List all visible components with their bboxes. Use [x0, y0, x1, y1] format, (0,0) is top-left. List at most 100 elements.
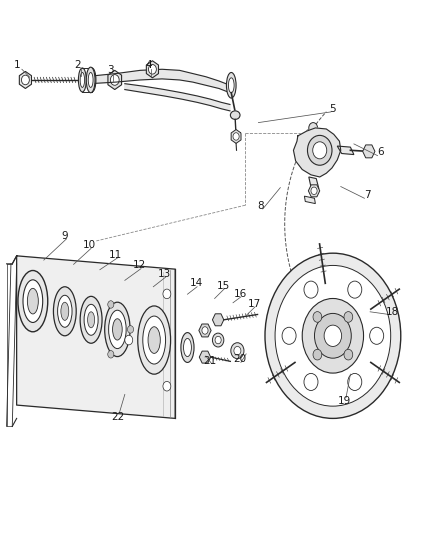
Polygon shape	[19, 71, 32, 88]
Polygon shape	[308, 185, 320, 197]
Ellipse shape	[229, 78, 234, 93]
Circle shape	[313, 312, 322, 322]
Ellipse shape	[80, 296, 102, 343]
Polygon shape	[309, 177, 319, 189]
Circle shape	[108, 301, 114, 308]
Ellipse shape	[143, 316, 166, 364]
Ellipse shape	[53, 287, 76, 336]
Circle shape	[324, 325, 342, 346]
Circle shape	[313, 349, 322, 360]
Ellipse shape	[61, 302, 69, 320]
Text: 20: 20	[233, 354, 247, 364]
Ellipse shape	[80, 72, 85, 87]
Circle shape	[348, 281, 362, 298]
Circle shape	[314, 313, 351, 358]
Ellipse shape	[184, 338, 191, 357]
Circle shape	[302, 298, 364, 373]
Text: 2: 2	[74, 60, 81, 70]
Text: 5: 5	[329, 104, 336, 114]
Circle shape	[202, 327, 208, 334]
Polygon shape	[199, 324, 211, 337]
Ellipse shape	[27, 288, 39, 314]
Text: 16: 16	[233, 289, 247, 298]
Ellipse shape	[148, 327, 160, 353]
Text: 8: 8	[257, 201, 264, 211]
Polygon shape	[125, 84, 230, 111]
Circle shape	[309, 123, 318, 133]
Polygon shape	[146, 61, 159, 78]
Ellipse shape	[109, 310, 126, 349]
Circle shape	[127, 326, 134, 333]
Circle shape	[311, 187, 317, 195]
Text: 15: 15	[217, 281, 230, 290]
Text: 12: 12	[133, 261, 146, 270]
Circle shape	[282, 327, 296, 344]
Ellipse shape	[84, 304, 98, 335]
Ellipse shape	[18, 270, 48, 332]
Circle shape	[215, 336, 221, 344]
Text: 21: 21	[204, 357, 217, 366]
Circle shape	[344, 349, 353, 360]
Ellipse shape	[90, 72, 94, 87]
Text: 14: 14	[190, 278, 203, 288]
Ellipse shape	[181, 333, 194, 362]
Circle shape	[163, 289, 171, 298]
Text: 4: 4	[145, 60, 152, 70]
Ellipse shape	[138, 306, 170, 374]
Circle shape	[313, 142, 327, 159]
Circle shape	[148, 64, 156, 74]
Text: 3: 3	[107, 66, 114, 75]
Ellipse shape	[88, 68, 96, 92]
Text: 7: 7	[364, 190, 371, 200]
Circle shape	[348, 374, 362, 391]
Polygon shape	[17, 256, 175, 418]
Circle shape	[233, 133, 239, 140]
Circle shape	[108, 351, 114, 358]
Circle shape	[110, 75, 119, 85]
Polygon shape	[212, 314, 224, 326]
Ellipse shape	[23, 280, 42, 322]
Ellipse shape	[230, 111, 240, 119]
Circle shape	[163, 382, 171, 391]
Circle shape	[304, 374, 318, 391]
Text: 18: 18	[385, 307, 399, 317]
Polygon shape	[337, 146, 354, 155]
Circle shape	[370, 327, 384, 344]
Circle shape	[265, 253, 401, 418]
Circle shape	[344, 312, 353, 322]
Circle shape	[212, 333, 224, 347]
Text: 22: 22	[111, 412, 124, 422]
Ellipse shape	[86, 67, 95, 93]
Circle shape	[125, 335, 133, 345]
Circle shape	[307, 135, 332, 165]
Ellipse shape	[79, 74, 85, 86]
Polygon shape	[307, 127, 320, 134]
Polygon shape	[90, 69, 230, 93]
Text: 13: 13	[158, 269, 171, 279]
Ellipse shape	[57, 295, 72, 327]
Ellipse shape	[88, 72, 93, 87]
Ellipse shape	[226, 72, 236, 98]
Circle shape	[21, 75, 29, 85]
Ellipse shape	[105, 302, 130, 357]
Polygon shape	[108, 70, 122, 90]
Ellipse shape	[78, 68, 86, 92]
Ellipse shape	[88, 312, 95, 328]
Circle shape	[234, 346, 241, 355]
Text: 19: 19	[338, 396, 351, 406]
Text: 9: 9	[61, 231, 68, 240]
Circle shape	[275, 265, 391, 406]
Polygon shape	[304, 196, 315, 204]
Text: 10: 10	[83, 240, 96, 250]
Text: 1: 1	[14, 60, 21, 70]
Text: 6: 6	[378, 148, 385, 157]
Ellipse shape	[81, 77, 84, 83]
Circle shape	[304, 281, 318, 298]
Polygon shape	[199, 351, 211, 363]
Polygon shape	[231, 130, 241, 143]
Circle shape	[231, 343, 244, 359]
Ellipse shape	[113, 319, 122, 340]
Text: 17: 17	[248, 299, 261, 309]
Text: 11: 11	[109, 251, 122, 260]
Polygon shape	[363, 145, 375, 158]
